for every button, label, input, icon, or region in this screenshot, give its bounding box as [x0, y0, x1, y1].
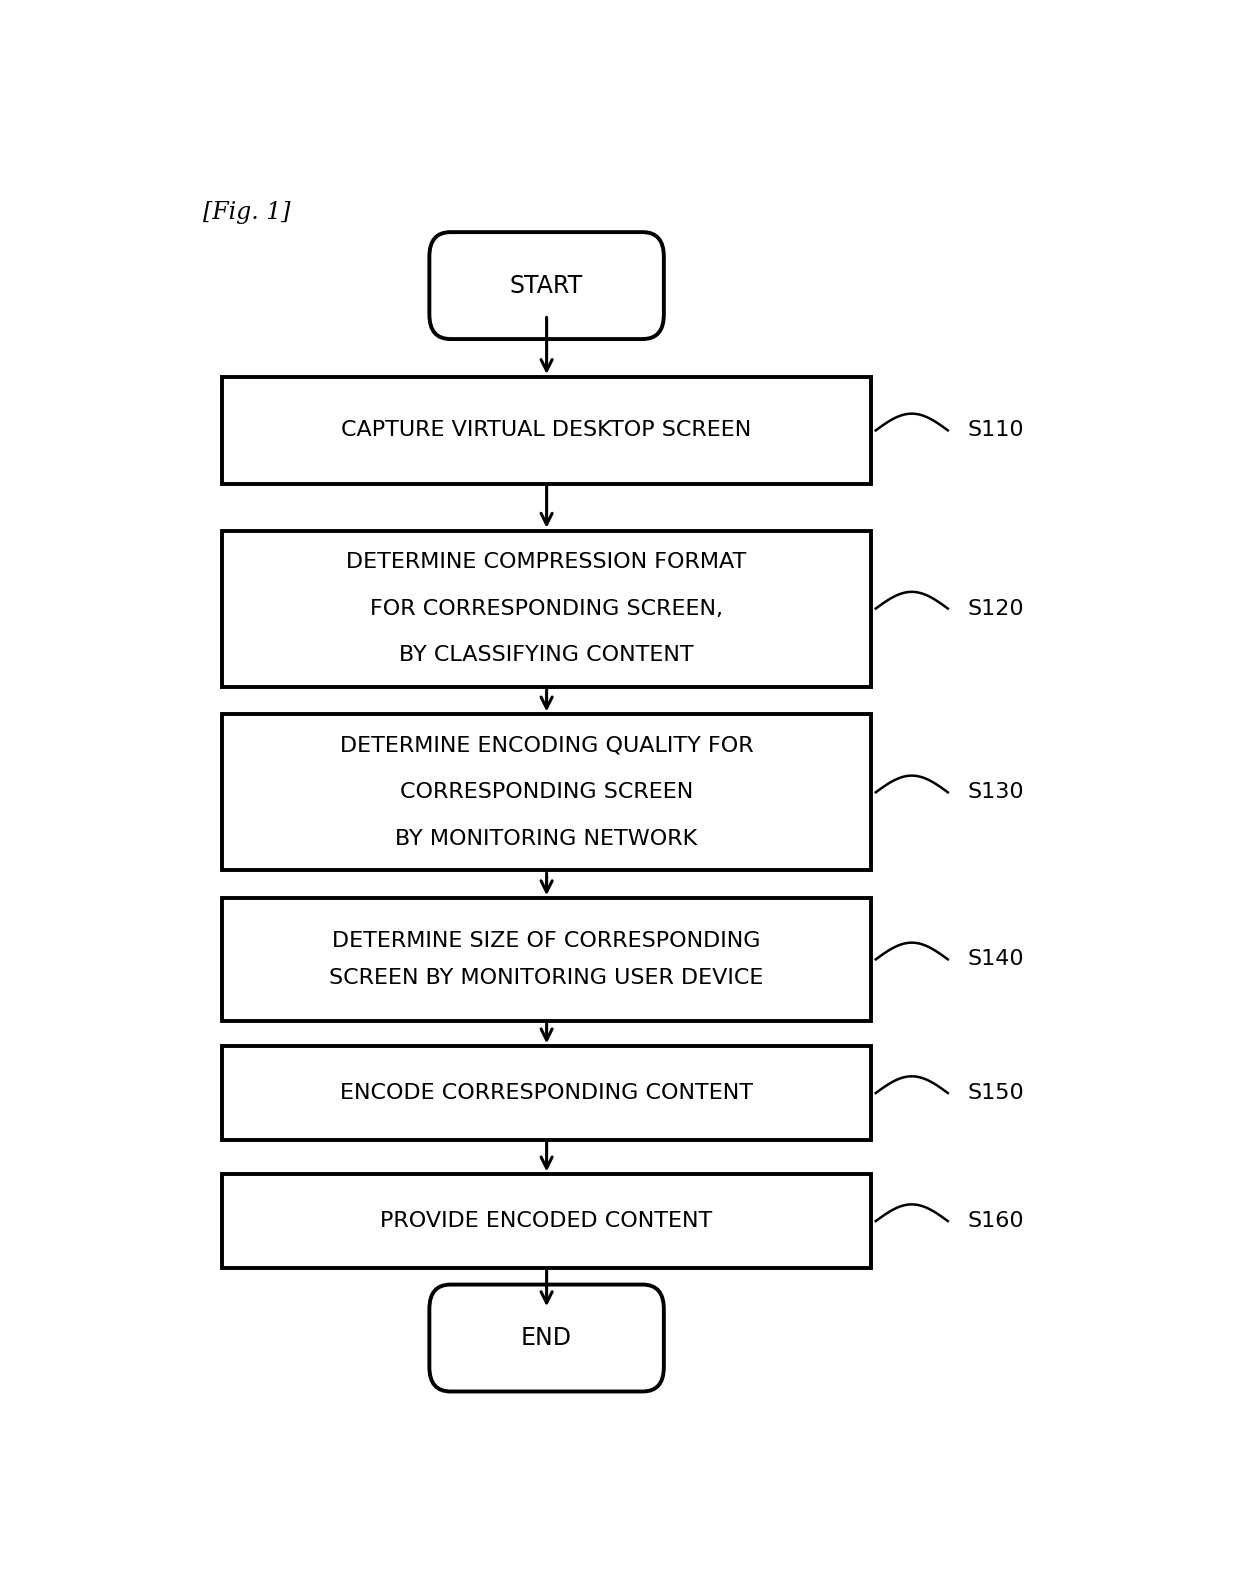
- Text: S130: S130: [967, 783, 1024, 802]
- Text: S140: S140: [967, 950, 1024, 969]
- Text: PROVIDE ENCODED CONTENT: PROVIDE ENCODED CONTENT: [381, 1211, 713, 1231]
- Text: FOR CORRESPONDING SCREEN,: FOR CORRESPONDING SCREEN,: [370, 598, 723, 619]
- Text: S160: S160: [967, 1211, 1024, 1231]
- Text: BY MONITORING NETWORK: BY MONITORING NETWORK: [396, 829, 698, 850]
- Text: DETERMINE SIZE OF CORRESPONDING: DETERMINE SIZE OF CORRESPONDING: [332, 931, 761, 951]
- Text: BY CLASSIFYING CONTENT: BY CLASSIFYING CONTENT: [399, 646, 694, 665]
- Text: CAPTURE VIRTUAL DESKTOP SCREEN: CAPTURE VIRTUAL DESKTOP SCREEN: [341, 420, 751, 441]
- FancyBboxPatch shape: [429, 1284, 663, 1392]
- Text: CORRESPONDING SCREEN: CORRESPONDING SCREEN: [401, 783, 693, 802]
- Text: SCREEN BY MONITORING USER DEVICE: SCREEN BY MONITORING USER DEVICE: [330, 967, 764, 988]
- Text: [Fig. 1]: [Fig. 1]: [203, 200, 290, 224]
- FancyBboxPatch shape: [222, 714, 870, 870]
- Text: START: START: [510, 274, 583, 298]
- Text: S110: S110: [967, 420, 1024, 441]
- Text: DETERMINE ENCODING QUALITY FOR: DETERMINE ENCODING QUALITY FOR: [340, 735, 754, 756]
- FancyBboxPatch shape: [222, 1174, 870, 1268]
- FancyBboxPatch shape: [429, 232, 663, 339]
- FancyBboxPatch shape: [222, 531, 870, 687]
- Text: S120: S120: [967, 598, 1024, 619]
- Text: ENCODE CORRESPONDING CONTENT: ENCODE CORRESPONDING CONTENT: [340, 1083, 753, 1103]
- FancyBboxPatch shape: [222, 897, 870, 1021]
- FancyBboxPatch shape: [222, 1047, 870, 1139]
- Text: DETERMINE COMPRESSION FORMAT: DETERMINE COMPRESSION FORMAT: [346, 552, 746, 571]
- Text: S150: S150: [967, 1083, 1024, 1103]
- Text: END: END: [521, 1325, 572, 1351]
- FancyBboxPatch shape: [222, 377, 870, 484]
